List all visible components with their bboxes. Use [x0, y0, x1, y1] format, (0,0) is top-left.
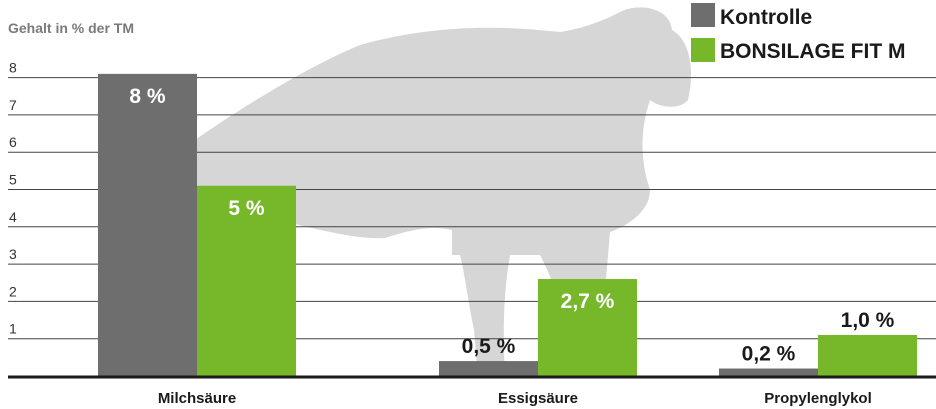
legend-swatch-kontrolle — [691, 3, 715, 27]
y-tick-label: 3 — [9, 246, 17, 262]
y-tick-label: 6 — [9, 134, 17, 150]
y-tick-label: 2 — [9, 283, 17, 299]
bars — [98, 73, 917, 377]
bar-bonsilage-0 — [197, 185, 296, 376]
legend-swatch-bonsilage — [691, 38, 715, 62]
legend-label-kontrolle: Kontrolle — [720, 6, 812, 29]
x-axis-categories: Milchsäure Essigsäure Propylenglykol — [158, 390, 872, 407]
legend: Kontrolle BONSILAGE FIT M — [691, 3, 906, 63]
y-tick-label: 1 — [9, 321, 17, 337]
category-label: Essigsäure — [498, 390, 578, 407]
data-label: 2,7 % — [561, 290, 615, 313]
data-label: 0,2 % — [742, 343, 796, 366]
y-tick-label: 4 — [9, 209, 17, 225]
y-axis-ticks: 1 2 3 4 5 6 7 8 — [9, 60, 17, 337]
y-tick-label: 8 — [9, 60, 17, 76]
category-label: Milchsäure — [158, 390, 236, 407]
legend-label-bonsilage: BONSILAGE FIT M — [720, 40, 906, 63]
y-tick-label: 7 — [9, 97, 17, 113]
data-label: 0,5 % — [462, 335, 516, 358]
y-axis-title: Gehalt in % der TM — [8, 20, 134, 36]
data-label: 1,0 % — [841, 309, 895, 332]
bar-kontrolle-2 — [719, 368, 818, 376]
data-labels: 8 % 5 % 0,5 % 2,7 % 0,2 % 1,0 % — [129, 85, 894, 366]
bar-bonsilage-1 — [538, 279, 637, 376]
bar-kontrolle-0 — [98, 73, 197, 377]
category-label: Propylenglykol — [764, 390, 872, 407]
bar-kontrolle-1 — [439, 361, 538, 376]
data-label: 5 % — [228, 197, 265, 220]
bar-bonsilage-2 — [818, 334, 917, 376]
data-label: 8 % — [129, 85, 166, 108]
y-tick-label: 5 — [9, 172, 17, 188]
